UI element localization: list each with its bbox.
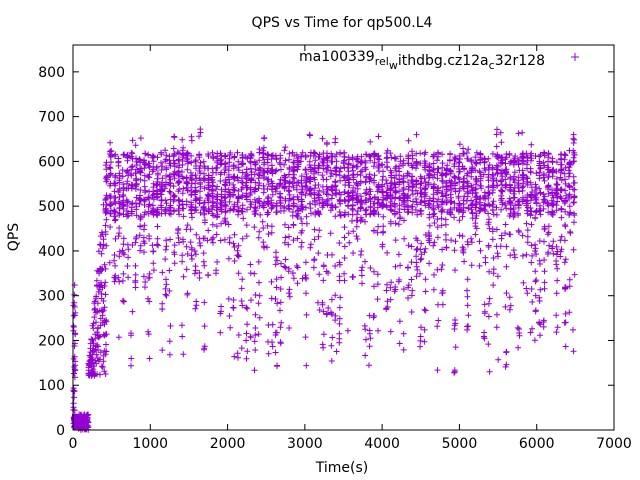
- x-tick-label: 2000: [210, 436, 246, 452]
- y-tick-label: 800: [38, 65, 65, 81]
- legend-marker: [571, 53, 579, 61]
- data-points: [70, 126, 578, 433]
- x-tick-label: 6000: [519, 436, 555, 452]
- y-tick-label: 600: [38, 154, 65, 170]
- x-tick-label: 0: [69, 436, 78, 452]
- plot-frame: [72, 44, 615, 431]
- x-tick-label: 5000: [442, 436, 478, 452]
- x-tick-label: 7000: [596, 436, 632, 452]
- chart-title: QPS vs Time for qp500.L4: [252, 15, 433, 31]
- y-axis-label: QPS: [6, 223, 22, 251]
- y-tick-label: 100: [38, 378, 65, 394]
- y-tick-label: 500: [38, 199, 65, 215]
- x-tick-label: 1000: [132, 436, 168, 452]
- y-tick-label: 0: [56, 423, 65, 439]
- x-axis-ticks: 0 1000 2000 3000 4000 5000 6000 7000: [69, 45, 632, 452]
- x-tick-label: 4000: [364, 436, 400, 452]
- x-tick-label: 3000: [287, 436, 323, 452]
- y-tick-label: 400: [38, 244, 65, 260]
- y-tick-label: 300: [38, 289, 65, 305]
- y-tick-label: 700: [38, 110, 65, 126]
- y-tick-label: 200: [38, 333, 65, 349]
- series-points: [70, 126, 578, 433]
- legend-label: ma100339relwithdbg.cz12ac32r128: [299, 49, 545, 72]
- y-axis-ticks: 0 100 200 300 400 500 600 700 800: [38, 65, 614, 439]
- x-axis-label: Time(s): [315, 460, 368, 476]
- legend: ma100339relwithdbg.cz12ac32r128: [299, 49, 579, 72]
